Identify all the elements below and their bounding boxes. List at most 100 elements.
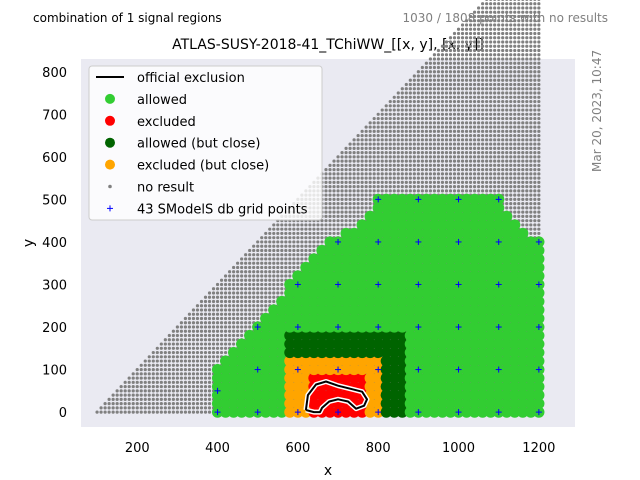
no-result-point	[384, 125, 388, 129]
no-result-point	[171, 406, 175, 410]
no-result-point	[468, 172, 473, 176]
no-result-point	[372, 142, 376, 146]
no-result-point	[416, 142, 420, 146]
no-result-point	[412, 74, 416, 78]
no-result-point	[191, 321, 196, 325]
no-result-point	[448, 133, 453, 138]
no-result-point	[240, 261, 244, 265]
no-result-point	[420, 82, 424, 87]
no-result-point	[308, 231, 312, 236]
no-result-point	[163, 402, 167, 406]
no-result-point	[404, 121, 408, 125]
no-result-point	[147, 367, 151, 372]
no-result-point	[420, 104, 424, 108]
no-result-point	[240, 291, 244, 295]
no-result-point	[452, 61, 457, 65]
no-result-point	[456, 31, 461, 36]
no-result-point	[440, 142, 445, 146]
no-result-point	[408, 95, 412, 99]
no-result-point	[211, 312, 216, 316]
no-result-point	[119, 389, 123, 393]
no-result-point	[392, 129, 396, 133]
no-result-point	[452, 150, 457, 155]
no-result-point	[272, 257, 276, 261]
no-result-point	[352, 214, 356, 219]
no-result-point	[468, 189, 473, 193]
no-result-point	[408, 82, 412, 87]
no-result-point	[203, 325, 208, 329]
no-result-point	[477, 108, 481, 112]
no-result-point	[159, 389, 163, 393]
no-result-point	[444, 48, 449, 53]
no-result-point	[139, 380, 143, 384]
no-result-point	[340, 163, 344, 167]
no-result-point	[199, 350, 204, 355]
no-result-point	[344, 168, 348, 172]
no-result-point	[336, 223, 340, 227]
no-result-point	[428, 116, 433, 121]
no-result-point	[472, 61, 477, 65]
no-result-point	[400, 133, 404, 138]
no-result-point	[436, 176, 441, 180]
no-result-point	[489, 74, 493, 78]
no-result-point	[195, 304, 200, 308]
no-result-point	[420, 74, 424, 78]
no-result-point	[135, 372, 139, 376]
no-result-point	[155, 406, 159, 410]
no-result-point	[396, 112, 400, 116]
no-result-point	[448, 95, 453, 99]
no-result-point	[280, 227, 284, 231]
no-result-point	[456, 142, 461, 146]
no-result-point	[199, 393, 204, 397]
no-result-point	[448, 53, 453, 57]
no-result-point	[252, 299, 256, 304]
no-result-point	[472, 65, 477, 70]
no-result-point	[472, 163, 477, 167]
no-result-point	[436, 57, 441, 61]
no-result-point	[360, 172, 364, 176]
no-result-point	[199, 355, 204, 359]
no-result-point	[464, 91, 469, 95]
no-result-point	[440, 112, 445, 116]
no-result-point	[392, 108, 396, 112]
no-result-point	[460, 70, 465, 74]
no-result-point	[183, 329, 188, 333]
no-result-point	[485, 65, 489, 70]
no-result-point	[481, 23, 485, 27]
no-result-point	[481, 78, 485, 82]
no-result-point	[472, 74, 477, 78]
no-result-point	[472, 121, 477, 125]
no-result-point	[468, 91, 473, 95]
no-result-point	[211, 299, 216, 304]
no-result-point	[211, 338, 216, 342]
no-result-point	[481, 2, 485, 6]
no-result-point	[276, 265, 280, 270]
no-result-point	[416, 168, 420, 172]
no-result-point	[272, 278, 276, 282]
no-result-point	[288, 257, 292, 261]
no-result-point	[131, 410, 135, 414]
no-result-point	[444, 121, 449, 125]
no-result-point	[191, 402, 196, 406]
no-result-point	[448, 74, 453, 78]
no-result-point	[424, 163, 428, 167]
no-result-point	[151, 397, 155, 401]
no-result-point	[448, 108, 453, 112]
no-result-point	[388, 155, 392, 159]
no-result-point	[489, 19, 493, 23]
no-result-point	[364, 176, 368, 180]
no-result-point	[272, 244, 276, 248]
no-result-point	[268, 265, 272, 270]
no-result-point	[256, 248, 260, 253]
no-result-point	[332, 219, 336, 223]
no-result-point	[456, 91, 461, 95]
no-result-point	[272, 223, 276, 227]
no-result-point	[472, 27, 477, 31]
no-result-point	[207, 406, 212, 410]
no-result-point	[228, 321, 232, 325]
no-result-point	[481, 104, 485, 108]
no-result-point	[376, 116, 380, 121]
no-result-point	[219, 350, 224, 355]
no-result-point	[191, 397, 196, 401]
no-result-point	[436, 146, 441, 150]
